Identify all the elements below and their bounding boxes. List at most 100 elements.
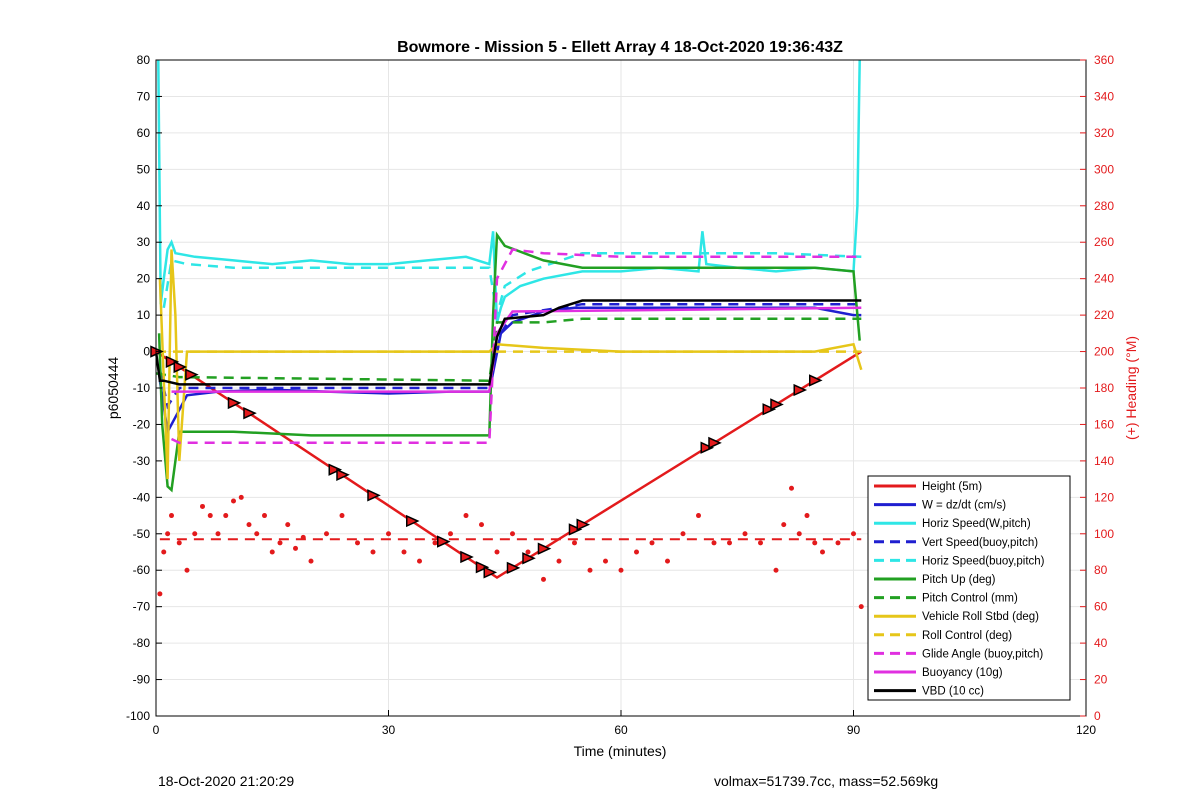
legend-label-0: Height (5m) [922, 481, 982, 493]
y-tick-label-1: -90 [133, 673, 151, 687]
series-line-7 [158, 249, 863, 480]
y-tick-label-13: 30 [137, 235, 151, 249]
y-tick-label-10: 0 [143, 345, 150, 359]
height-marker-1 [165, 355, 180, 368]
x-tick-label-0: 0 [153, 723, 160, 737]
heading-point-1 [161, 549, 167, 555]
y2-tick-label-10: 200 [1094, 345, 1114, 359]
legend-label-3: Vert Speed(buoy,pitch) [922, 537, 1038, 549]
height-marker-3 [185, 368, 199, 381]
heading-point-32 [479, 522, 484, 528]
heading-point-14 [254, 531, 260, 537]
heading-point-58 [835, 540, 841, 546]
heading-point-2 [165, 531, 171, 537]
y-tick-label-5: -50 [133, 527, 151, 541]
y-tick-label-16: 60 [137, 126, 151, 140]
legend-box [867, 475, 1071, 701]
height-marker-4 [227, 396, 242, 410]
y-tick-label-3: -70 [133, 600, 151, 614]
series-layer [154, 59, 864, 610]
y2-tick-label-8: 160 [1094, 417, 1114, 431]
heading-point-27 [401, 549, 407, 555]
heading-point-37 [556, 558, 562, 564]
legend-label-7: Vehicle Roll Stbd (deg) [922, 611, 1039, 623]
bottom-axis: 0 30 60 90 120 [153, 710, 1096, 737]
heading-point-39 [587, 567, 593, 573]
heading-point-15 [262, 513, 267, 519]
y-tick-label-11: 10 [137, 308, 151, 322]
y-tick-label-17: 70 [137, 89, 151, 103]
y2-tick-label-9: 180 [1094, 381, 1114, 395]
heading-point-40 [603, 558, 608, 564]
y-tick-label-9: -10 [133, 381, 151, 395]
left-axis: -100-90-80-70-60-50-40-30-20-10010203040… [126, 53, 162, 723]
legend-label-10: Buoyancy (10g) [922, 667, 1003, 679]
series-line-11 [154, 299, 862, 386]
heading-point-51 [773, 567, 779, 573]
y2-tick-label-6: 120 [1094, 490, 1114, 504]
heading-point-45 [680, 531, 686, 537]
y2-tick-label-4: 80 [1094, 563, 1108, 577]
legend-label-6: Pitch Control (mm) [922, 593, 1018, 605]
heading-point-57 [820, 549, 825, 555]
series-line-3 [158, 302, 862, 410]
legend-label-4: Horiz Speed(buoy,pitch) [922, 555, 1045, 567]
height-marker-15 [522, 552, 536, 565]
legend-label-1: W = dz/dt (cm/s) [922, 500, 1006, 512]
series-line-10 [171, 306, 862, 393]
y-tick-label-15: 50 [137, 162, 151, 176]
heading-point-12 [238, 494, 244, 500]
heading-point-44 [665, 558, 670, 564]
heading-point-53 [789, 485, 794, 491]
y2-tick-label-14: 280 [1094, 199, 1114, 213]
height-marker-17 [568, 523, 583, 536]
footer-timestamp: 18-Oct-2020 21:20:29 [158, 773, 295, 789]
heading-point-38 [572, 540, 577, 546]
height-marker-8 [367, 489, 381, 502]
heading-point-3 [169, 513, 174, 519]
heading-point-6 [192, 531, 198, 537]
heading-point-46 [696, 513, 701, 519]
y-axis-label: p6050444 [105, 357, 121, 420]
y-tick-label-12: 20 [137, 272, 151, 286]
y-tick-label-18: 80 [137, 53, 151, 67]
heading-point-10 [223, 513, 229, 519]
heading-point-49 [742, 531, 748, 537]
heading-point-26 [386, 531, 391, 537]
heading-point-9 [215, 531, 221, 537]
height-marker-11 [460, 550, 474, 564]
y-tick-label-4: -60 [133, 563, 151, 577]
heading-point-30 [448, 531, 453, 537]
y2-tick-label-1: 20 [1094, 673, 1108, 687]
heading-point-42 [634, 549, 639, 555]
height-marker-14 [506, 561, 521, 575]
y2-axis-label: (+) Heading (°M) [1123, 336, 1139, 440]
heading-point-47 [711, 540, 717, 546]
heading-point-59 [851, 531, 856, 537]
y-tick-label-7: -30 [133, 454, 151, 468]
heading-point-60 [858, 604, 864, 610]
x-axis-label: Time (minutes) [574, 743, 667, 759]
heading-point-56 [812, 540, 818, 546]
heading-point-43 [649, 540, 655, 546]
series-line-1 [158, 306, 862, 436]
x-tick-label-1: 30 [382, 723, 396, 737]
height-marker-18 [576, 518, 591, 531]
y2-tick-label-12: 240 [1094, 272, 1114, 286]
legend-label-11: VBD (10 cc) [922, 686, 984, 698]
height-marker-10 [437, 535, 451, 548]
series-line-0 [155, 350, 862, 579]
heading-point-25 [370, 549, 376, 555]
legend: Height (5m) W = dz/dt (cm/s) Horiz Speed(W… [867, 475, 1071, 701]
heading-point-21 [308, 558, 314, 564]
heading-point-8 [207, 513, 213, 519]
heading-point-36 [541, 576, 546, 582]
y-tick-label-6: -40 [133, 490, 151, 504]
height-marker-12 [475, 561, 490, 574]
y-tick-label-2: -80 [133, 636, 151, 650]
heading-point-5 [184, 567, 190, 573]
height-marker-2 [173, 360, 188, 374]
series-line-5 [157, 231, 861, 493]
heading-point-34 [510, 531, 515, 537]
right-axis: 0 20 40 60 80 100 120 140 160 180 200 220 240 260 280 3… [1080, 53, 1114, 723]
